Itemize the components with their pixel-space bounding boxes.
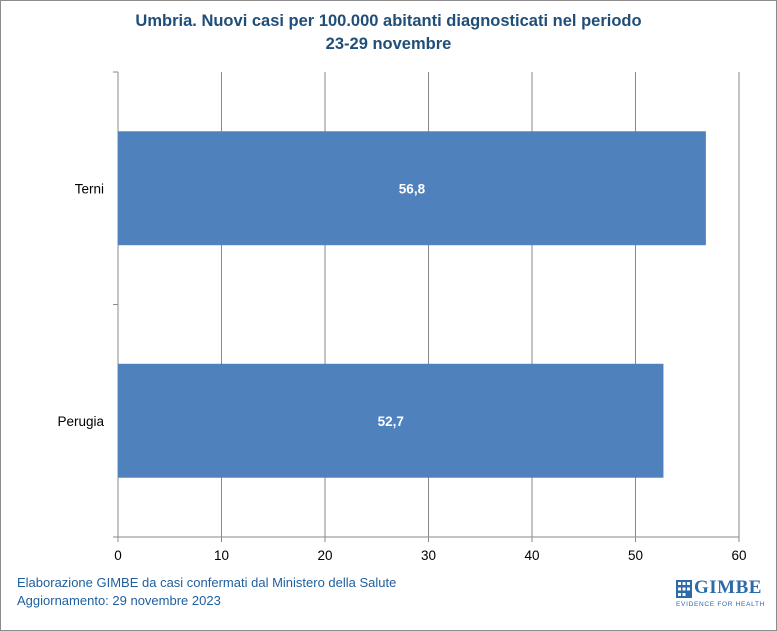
footer-updated: Aggiornamento: 29 novembre 2023 bbox=[17, 593, 221, 608]
data-label: 52,7 bbox=[378, 414, 404, 429]
bar-perugia bbox=[118, 363, 664, 478]
x-tick-label: 20 bbox=[317, 548, 332, 563]
data-label: 56,8 bbox=[399, 181, 426, 196]
gimbe-logo-tagline: EVIDENCE FOR HEALTH bbox=[676, 601, 766, 608]
chart-title-line1: Umbria. Nuovi casi per 100.000 abitanti … bbox=[135, 12, 642, 30]
x-tick-label: 10 bbox=[214, 548, 229, 563]
gimbe-logo-mark-icon bbox=[676, 580, 692, 598]
x-tick-label: 50 bbox=[628, 548, 643, 563]
footer-source: Elaborazione GIMBE da casi confermati da… bbox=[17, 575, 397, 590]
footer: Elaborazione GIMBE da casi confermati da… bbox=[17, 574, 396, 610]
bar-terni bbox=[118, 131, 706, 246]
category-label: Terni bbox=[75, 181, 104, 196]
x-tick-label: 0 bbox=[114, 548, 122, 563]
chart-title-line2: 23-29 novembre bbox=[325, 35, 452, 53]
category-label: Perugia bbox=[57, 414, 104, 429]
gimbe-logo-name: GIMBE bbox=[694, 577, 762, 598]
gimbe-logo: GIMBE EVIDENCE FOR HEALTH bbox=[675, 578, 767, 614]
x-tick-label: 60 bbox=[731, 548, 746, 563]
x-tick-label: 40 bbox=[524, 548, 539, 563]
chart-title: Umbria. Nuovi casi per 100.000 abitanti … bbox=[0, 10, 777, 56]
x-tick-label: 30 bbox=[421, 548, 436, 563]
